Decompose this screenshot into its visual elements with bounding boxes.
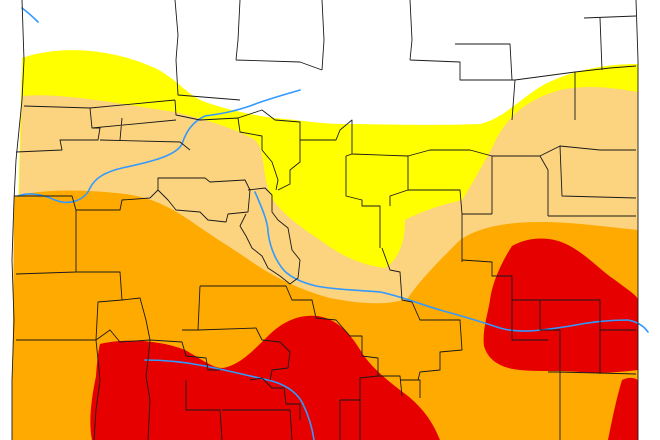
rivers — [17, 7, 649, 440]
river-south — [144, 359, 315, 440]
county-lines-west — [14, 189, 220, 440]
extreme-drought-zone-south — [90, 315, 441, 440]
extreme-drought-zone-east — [483, 238, 638, 373]
county-lines-east — [381, 189, 637, 440]
county-lines-south-central — [182, 285, 421, 440]
state-outline — [11, 0, 639, 440]
county-lines-central — [157, 140, 301, 285]
county-lines-north — [174, 0, 637, 121]
extreme-drought-zone-southeast — [608, 377, 638, 440]
river-north — [17, 7, 301, 204]
county-borders — [11, 0, 639, 440]
river-central — [254, 191, 649, 333]
